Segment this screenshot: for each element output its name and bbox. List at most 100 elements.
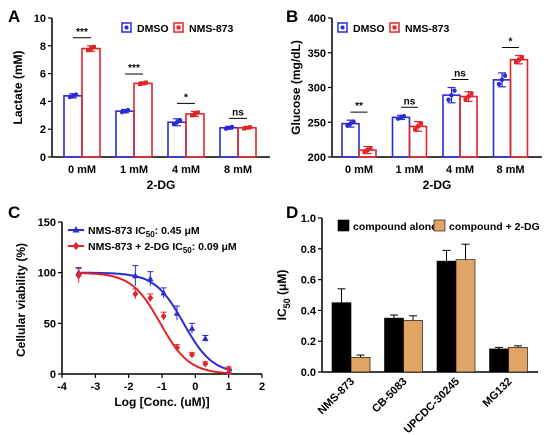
y-tick-label: 0 (50, 369, 56, 381)
x-tick-label: 4 mM (172, 164, 200, 176)
x-tick-label: -1 (157, 381, 167, 393)
significance-label: *** (128, 63, 140, 74)
bar (508, 347, 528, 373)
y-axis-title: IC50 (μM) (275, 270, 292, 321)
data-point (365, 148, 370, 153)
data-point (520, 55, 524, 60)
significance-label: ns (232, 107, 244, 118)
x-tick-label: 0 mM (68, 164, 96, 176)
data-point (416, 124, 420, 129)
legend-swatch (389, 22, 400, 33)
chart-panel-c: 0 50 100 150 -4 -3 -2 -1 0 1 2 Log [Conc. (uM)] Cell… (14, 217, 265, 409)
data-point (193, 111, 197, 116)
x-tick-label: 0 (192, 381, 198, 393)
bar (442, 94, 461, 158)
bar (331, 302, 352, 373)
data-point (73, 92, 79, 97)
data-point (147, 275, 154, 282)
data-point (89, 46, 93, 51)
fit-curve (78, 272, 233, 375)
y-tick-label: 350 (308, 48, 326, 60)
y-tick-label: 10 (34, 13, 46, 25)
y-tick-label: 50 (44, 318, 56, 330)
data-point (160, 312, 167, 320)
data-point (496, 81, 502, 87)
legend-marker (176, 25, 181, 30)
legend-label-name: NMS-873 IC (88, 225, 146, 237)
data-point (86, 48, 90, 53)
x-tick-label: 4 mM (446, 164, 474, 176)
y-tick-label: 0.8 (301, 244, 316, 256)
x-tick-label: UPCDC-30245 (402, 376, 462, 435)
legend-label: compound alone (353, 221, 437, 233)
y-tick-label: 2 (40, 124, 46, 136)
data-point (92, 44, 96, 49)
bar (115, 110, 135, 158)
y-tick-label: 100 (38, 268, 56, 280)
x-tick-label: 0 mM (345, 164, 373, 176)
significance-label: * (184, 92, 188, 103)
y-tick-label: 1.0 (301, 213, 316, 225)
data-point (177, 117, 183, 123)
x-axis-title: 2-DG (147, 178, 176, 192)
data-point (517, 57, 521, 62)
bar (185, 113, 205, 158)
legend-marker (72, 226, 80, 233)
data-point (499, 77, 505, 83)
data-point (196, 110, 200, 115)
bar (391, 116, 411, 158)
data-point (138, 82, 142, 87)
data-point (174, 344, 180, 352)
data-point (469, 91, 474, 96)
data-point (362, 150, 367, 155)
y-axis-title-unit: (μM) (275, 270, 289, 299)
data-point (202, 335, 209, 342)
legend-label: compound + 2-DG (449, 221, 540, 233)
y-axis-title-main: IC (275, 308, 289, 320)
y-tick-label: 150 (38, 217, 56, 229)
y-axis-title-subscript: 50 (282, 298, 292, 308)
legend-swatch (433, 219, 446, 232)
legend-swatch (337, 22, 348, 33)
legend-label-value: : 0.45 μM (155, 225, 200, 237)
legend-swatch (121, 22, 132, 33)
data-point (144, 80, 148, 85)
data-point (147, 294, 154, 302)
x-tick-label: MG132 (481, 376, 515, 410)
y-tick-label: 8 (40, 41, 46, 53)
data-point (463, 97, 468, 102)
bar (509, 58, 529, 158)
fit-curve (78, 271, 233, 372)
x-tick-label: NMS-873 (316, 376, 357, 417)
x-tick-label: 1 (226, 381, 232, 393)
legend-marker (340, 25, 345, 30)
legend-label: NMS-873 (189, 23, 234, 35)
y-tick-label: 0.4 (301, 305, 317, 317)
data-point (125, 107, 131, 113)
bar (455, 259, 476, 373)
significance-label: ns (404, 96, 416, 107)
legend-marker (392, 25, 397, 30)
bar (436, 260, 457, 373)
bar (167, 121, 187, 158)
data-point (452, 88, 457, 93)
data-point (449, 92, 454, 98)
y-tick-label: 200 (308, 152, 326, 164)
x-tick-label: 8 mM (224, 164, 252, 176)
significance-label: ns (454, 69, 466, 80)
y-tick-label: 400 (308, 13, 326, 25)
data-point (229, 124, 235, 130)
x-tick-label: 8 mM (496, 164, 524, 176)
y-tick-label: 0.0 (301, 367, 316, 379)
legend-label: DMSO (137, 23, 169, 35)
y-tick-label: 4 (40, 96, 47, 108)
data-point (245, 125, 249, 130)
x-axis-title: Log [Conc. (uM)] (114, 395, 209, 409)
data-point (132, 290, 139, 298)
chart-panel-b: 200 250 300 350 400 Glucose (mg/dL) 0 mM ** 1 mM… (289, 13, 542, 192)
data-point (466, 94, 471, 99)
legend-marker (72, 242, 80, 250)
legend-label-value: : 0.09 μM (192, 241, 237, 253)
legend-label: NMS-873 (405, 23, 450, 35)
data-point (225, 365, 232, 373)
